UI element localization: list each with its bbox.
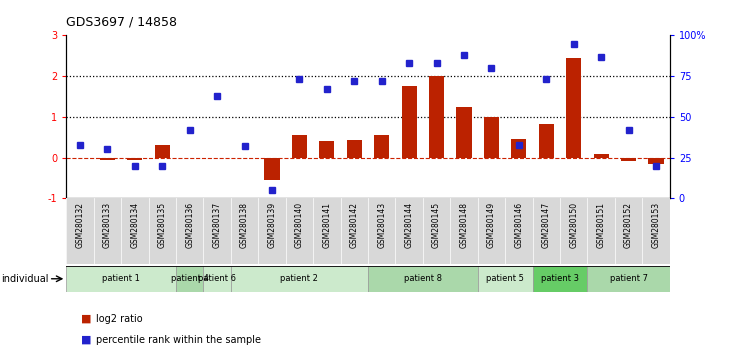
Text: GSM280140: GSM280140 <box>295 201 304 248</box>
Bar <box>539 124 554 158</box>
Text: patient 5: patient 5 <box>486 274 524 283</box>
Bar <box>368 266 478 292</box>
Bar <box>512 139 526 158</box>
Text: GSM280141: GSM280141 <box>322 201 331 247</box>
Bar <box>402 86 417 158</box>
Bar <box>176 266 203 292</box>
Bar <box>478 266 533 292</box>
Text: GSM280152: GSM280152 <box>624 201 633 247</box>
Text: patient 2: patient 2 <box>280 274 319 283</box>
Bar <box>533 266 587 292</box>
Text: GDS3697 / 14858: GDS3697 / 14858 <box>66 16 177 29</box>
Bar <box>264 158 280 180</box>
Text: patient 1: patient 1 <box>102 274 140 283</box>
Bar <box>429 76 444 158</box>
Text: GSM280137: GSM280137 <box>213 201 222 248</box>
Bar <box>203 266 231 292</box>
Text: GSM280149: GSM280149 <box>487 201 496 248</box>
Text: GSM280136: GSM280136 <box>185 201 194 248</box>
Bar <box>319 141 334 158</box>
Text: GSM280133: GSM280133 <box>103 201 112 248</box>
Text: GSM280134: GSM280134 <box>130 201 139 248</box>
Bar <box>621 158 636 161</box>
Text: GSM280144: GSM280144 <box>405 201 414 248</box>
Text: patient 6: patient 6 <box>198 274 236 283</box>
Text: GSM280150: GSM280150 <box>569 201 578 248</box>
Bar <box>347 141 362 158</box>
Text: GSM280151: GSM280151 <box>597 201 606 247</box>
Bar <box>155 145 170 158</box>
Text: ■: ■ <box>81 335 91 345</box>
Text: patient 7: patient 7 <box>609 274 648 283</box>
Text: GSM280153: GSM280153 <box>651 201 660 248</box>
Text: patient 8: patient 8 <box>404 274 442 283</box>
Text: ■: ■ <box>81 314 91 324</box>
Bar <box>100 158 115 160</box>
Text: GSM280139: GSM280139 <box>267 201 277 248</box>
Text: GSM280138: GSM280138 <box>240 201 249 247</box>
Text: GSM280135: GSM280135 <box>158 201 167 248</box>
Text: percentile rank within the sample: percentile rank within the sample <box>96 335 261 345</box>
Bar <box>587 266 670 292</box>
Bar <box>374 135 389 158</box>
Bar <box>648 158 664 164</box>
Bar <box>456 107 472 158</box>
Bar <box>66 266 176 292</box>
Bar <box>566 58 581 158</box>
Text: patient 4: patient 4 <box>171 274 208 283</box>
Bar <box>292 135 307 158</box>
Bar <box>484 117 499 158</box>
Text: GSM280143: GSM280143 <box>378 201 386 248</box>
Text: individual: individual <box>1 274 49 284</box>
Text: GSM280142: GSM280142 <box>350 201 358 247</box>
Text: GSM280132: GSM280132 <box>76 201 85 247</box>
Text: patient 3: patient 3 <box>541 274 579 283</box>
Bar <box>231 266 368 292</box>
Bar <box>127 158 142 160</box>
Text: GSM280146: GSM280146 <box>514 201 523 248</box>
Text: log2 ratio: log2 ratio <box>96 314 142 324</box>
Bar <box>594 154 609 158</box>
Text: GSM280145: GSM280145 <box>432 201 441 248</box>
Text: GSM280147: GSM280147 <box>542 201 551 248</box>
Text: GSM280148: GSM280148 <box>459 201 469 247</box>
